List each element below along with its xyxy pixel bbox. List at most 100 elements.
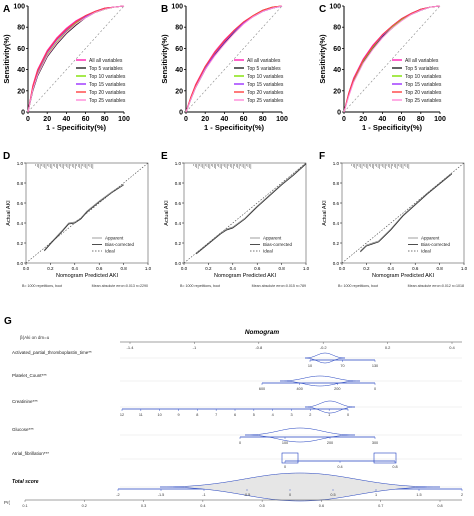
top-scale-label: -1.4	[127, 345, 135, 350]
plot-frame	[341, 162, 465, 264]
row-tick-label: 10	[158, 413, 162, 417]
y-tick-label: 0	[337, 110, 341, 117]
y-tick-label: 0.2	[17, 241, 24, 246]
series-line	[343, 5, 441, 113]
x-tick-label: 0.2	[47, 266, 54, 271]
legend-label: All all variables	[89, 58, 123, 64]
nomogram-chart-g: G Nomogram β(Aki on dm=u -1.4 -1 -0.8 -0.2 0.2 0…	[4, 316, 463, 508]
x-tick-label: 0.8	[120, 266, 127, 271]
row-tick-label: 2	[461, 493, 463, 497]
row-tick-label: 0	[239, 441, 241, 445]
row-tick-label: 300	[372, 441, 378, 445]
x-tick-label: 60	[398, 116, 406, 123]
x-tick-label: 100	[118, 116, 130, 123]
panel-label: F	[319, 151, 325, 162]
calibration-chart-f: F 0.0 0.2 0.4 0.6 0.8 1.0 0.0 0.2 0.4 0.6 0.8 1.0 Nom…	[319, 151, 468, 288]
legend-label: Apparent	[105, 236, 124, 241]
panel-label: D	[3, 151, 10, 162]
calibration-chart-d: D 0.0 0.2 0.4 0.6 0.8 1.0 0.0 0.2 0.4 0.6 0.8 1.0 Nom…	[3, 151, 152, 288]
row-tick-label: 200	[327, 441, 333, 445]
y-tick-label: 1.0	[175, 161, 182, 166]
row-tick-label: 4	[272, 413, 274, 417]
row-label: Atrial_fibrillation***	[12, 451, 49, 456]
top-scale-label: 0.4	[449, 345, 455, 350]
prob-tick-label: 0.4	[200, 504, 205, 508]
roc-panel-c: C 0 20 40 60 80 100 0 20 40 60 80 100 1 - Specificity…	[316, 0, 474, 145]
x-tick-label: 100	[276, 116, 288, 123]
plot-frame	[25, 162, 149, 264]
y-tick-label: 80	[17, 25, 25, 32]
row-tick-label: 0	[284, 465, 286, 469]
row-tick-label: 0.8	[392, 465, 397, 469]
row-tick-label: -1	[202, 493, 205, 497]
nomogram-panel-g: G Nomogram β(Aki on dm=u -1.4 -1 -0.8 -0.2 0.2 0…	[0, 312, 474, 516]
row-tick-label: -0.5	[244, 493, 251, 497]
y-tick-label: 0	[21, 110, 25, 117]
panel-label: B	[161, 4, 168, 15]
legend-label: Ideal	[421, 249, 431, 254]
x-tick-label: 80	[417, 116, 425, 123]
y-axis-label: Actual AKI	[6, 200, 12, 226]
y-axis-label: Actual AKI	[322, 200, 328, 226]
x-tick-label: 60	[240, 116, 248, 123]
row-tick-label: 12	[120, 413, 124, 417]
y-tick-label: 60	[175, 46, 183, 53]
y-tick-label: 0.0	[17, 261, 24, 266]
y-tick-label: 60	[333, 46, 341, 53]
legend-label: All all variables	[247, 58, 281, 64]
row-tick-label: 11	[139, 413, 143, 417]
x-tick-label: 20	[359, 116, 367, 123]
x-tick-label: 1.0	[145, 266, 152, 271]
footnote-left: B= 1000 repetitions, boot	[338, 284, 378, 288]
category-box	[281, 452, 299, 464]
calibration-panel-f: F 0.0 0.2 0.4 0.6 0.8 1.0 0.0 0.2 0.4 0.6 0.8 1.0 Nom…	[316, 145, 474, 310]
distribution-shape	[304, 352, 346, 364]
legend-label: Top 15 variables	[405, 82, 442, 88]
row-tick-label: 7	[215, 413, 217, 417]
top-scale-label: -0.8	[255, 345, 263, 350]
x-tick-label: 40	[63, 116, 71, 123]
x-axis-label: 1 - Specificity(%)	[46, 123, 107, 132]
legend-label: Top 25 variables	[405, 98, 442, 104]
series-line	[360, 173, 453, 253]
y-tick-label: 0.8	[333, 181, 340, 186]
panel-label: C	[319, 4, 326, 15]
y-tick-label: 0.4	[175, 221, 182, 226]
panel-label: A	[3, 4, 10, 15]
row-tick-label: 100	[282, 441, 288, 445]
row-tick-label: 600	[259, 387, 265, 391]
y-tick-label: 0.8	[17, 181, 24, 186]
footnote-right: Mean absolute error=0.015 n=789	[252, 284, 306, 288]
x-axis-label: Nomogram Predicted AKI	[214, 273, 277, 279]
panel-label: E	[161, 151, 168, 162]
roc-panel-b: B 0 20 40 60 80 100 0 20 40 60 80 100 1 - Specificity…	[158, 0, 316, 145]
prob-tick-label: 0.6	[319, 504, 324, 508]
x-tick-label: 20	[201, 116, 209, 123]
y-tick-label: 1.0	[17, 161, 24, 166]
prob-tick-label: 0.7	[378, 504, 383, 508]
y-tick-label: 80	[333, 25, 341, 32]
row-label: Glucose***	[12, 427, 34, 432]
y-tick-label: 0.6	[17, 201, 24, 206]
x-tick-label: 0	[184, 116, 188, 123]
row-tick-label: 1	[375, 493, 377, 497]
x-tick-label: 0.6	[254, 266, 261, 271]
legend-label: Top 20 variables	[247, 90, 284, 96]
legend-label: Top 15 variables	[89, 82, 126, 88]
x-tick-label: 20	[43, 116, 51, 123]
y-tick-label: 20	[333, 88, 341, 95]
footnote-left: B= 1000 repetitions, boot	[180, 284, 220, 288]
legend-label: Top 20 variables	[89, 90, 126, 96]
footnote-left: B= 1000 repetitions, boot	[22, 284, 62, 288]
calibration-panel-d: D 0.0 0.2 0.4 0.6 0.8 1.0 0.0 0.2 0.4 0.6 0.8 1.0 Nom…	[0, 145, 158, 310]
row-tick-label: 130	[372, 364, 378, 368]
series-line	[343, 5, 441, 113]
series-line	[44, 183, 124, 251]
distribution-shape	[304, 400, 356, 414]
row-label: Platelet_Count***	[12, 373, 47, 378]
x-tick-label: 0.0	[339, 266, 346, 271]
x-tick-label: 0.4	[230, 266, 237, 271]
row-tick-label: 0	[289, 493, 291, 497]
roc-chart-c: C 0 20 40 60 80 100 0 20 40 60 80 100 1 - Specificity…	[318, 4, 446, 133]
y-tick-label: 20	[17, 88, 25, 95]
